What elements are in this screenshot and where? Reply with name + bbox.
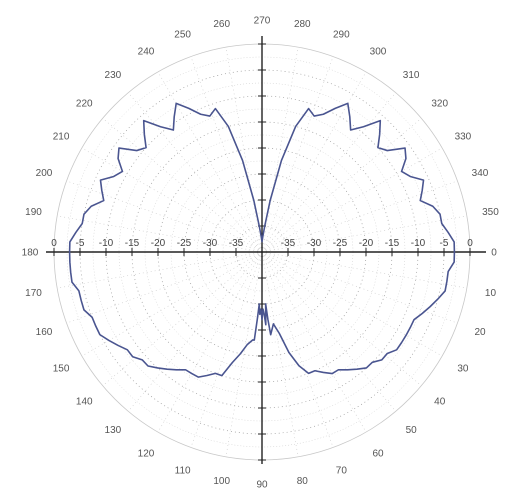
grid-spoke — [261, 47, 299, 253]
grid-spoke — [261, 92, 396, 253]
angle-label: 270 — [254, 16, 271, 27]
angle-label: 200 — [36, 168, 53, 179]
angle-label: 340 — [472, 168, 489, 179]
grid-spoke — [57, 251, 263, 289]
grid-spoke — [225, 47, 263, 253]
radial-tick-label: -10 — [99, 238, 114, 249]
angle-label: 220 — [76, 98, 93, 109]
radial-tick-label: 0 — [51, 238, 57, 249]
angle-label: 30 — [457, 364, 469, 375]
grid-spoke — [128, 251, 263, 412]
radial-tick-label: -25 — [333, 238, 348, 249]
grid-spoke — [261, 251, 334, 448]
angle-label: 180 — [22, 248, 39, 259]
label-layer: 0 10 20 30 40 50 60 70 80 90 100 110 120 130 140 150 160… — [22, 16, 500, 491]
radial-tick-label: -5 — [76, 238, 85, 249]
grid-spoke — [157, 251, 263, 433]
angle-label: 260 — [213, 19, 230, 30]
radial-tick-label: -35 — [229, 238, 244, 249]
grid-spoke — [261, 251, 458, 324]
angle-label: 40 — [434, 397, 446, 408]
angle-label: 350 — [482, 207, 499, 218]
angle-label: 320 — [431, 98, 448, 109]
grid-spoke — [261, 251, 422, 386]
radial-tick-label: -5 — [440, 238, 449, 249]
grid-spoke — [190, 251, 263, 448]
angle-label: 330 — [455, 132, 472, 143]
angle-label: 80 — [297, 476, 309, 487]
radiation-pattern-line — [68, 102, 456, 378]
radial-tick-label: -15 — [125, 238, 140, 249]
grid-spoke — [261, 251, 299, 457]
angle-label: 60 — [372, 448, 384, 459]
radial-tick-label: -10 — [411, 238, 426, 249]
grid-spoke — [66, 180, 263, 253]
angle-label: 140 — [76, 397, 93, 408]
angle-label: 20 — [474, 327, 486, 338]
angle-label: 0 — [491, 248, 497, 259]
grid-spoke — [261, 215, 467, 253]
grid-spoke — [261, 118, 422, 253]
radial-tick-label: 0 — [467, 238, 473, 249]
grid-spoke — [261, 251, 467, 289]
grid-spoke — [128, 92, 263, 253]
radial-tick-label: -20 — [151, 238, 166, 249]
grid-spoke — [261, 251, 396, 412]
angle-label: 70 — [336, 466, 348, 477]
grid-spoke — [102, 251, 263, 386]
angle-label: 310 — [403, 70, 420, 81]
angle-label: 170 — [25, 288, 42, 299]
angle-label: 150 — [53, 364, 70, 375]
angle-label: 300 — [370, 47, 387, 58]
angle-label: 130 — [105, 425, 122, 436]
angle-label: 120 — [138, 448, 155, 459]
angle-label: 290 — [333, 29, 350, 40]
radial-tick-label: -30 — [307, 238, 322, 249]
angle-label: 250 — [174, 29, 191, 40]
grid-spoke — [261, 147, 443, 253]
angle-label: 160 — [36, 327, 53, 338]
angle-label: 190 — [25, 207, 42, 218]
grid-spoke — [190, 56, 263, 253]
radial-tick-label: -20 — [359, 238, 374, 249]
axis-layer — [46, 36, 486, 464]
grid-spoke — [225, 251, 263, 457]
angle-label: 240 — [138, 47, 155, 58]
radial-tick-label: -25 — [177, 238, 192, 249]
radial-tick-label: -35 — [281, 238, 296, 249]
angle-label: 10 — [485, 288, 497, 299]
angle-label: 230 — [105, 70, 122, 81]
angle-label: 280 — [294, 19, 311, 30]
grid-spoke — [261, 180, 458, 253]
grid-spoke — [57, 215, 263, 253]
radial-tick-label: -30 — [203, 238, 218, 249]
angle-label: 50 — [406, 425, 418, 436]
grid-spoke — [102, 118, 263, 253]
angle-label: 210 — [53, 132, 70, 143]
trace-layer — [68, 102, 456, 378]
grid-spoke — [261, 56, 334, 253]
radial-tick-label: -15 — [385, 238, 400, 249]
grid-spoke — [261, 251, 443, 357]
angle-label: 90 — [256, 480, 268, 491]
angle-label: 100 — [213, 476, 230, 487]
grid-spoke — [66, 251, 263, 324]
grid-spoke — [157, 71, 263, 253]
angle-label: 110 — [175, 466, 191, 477]
